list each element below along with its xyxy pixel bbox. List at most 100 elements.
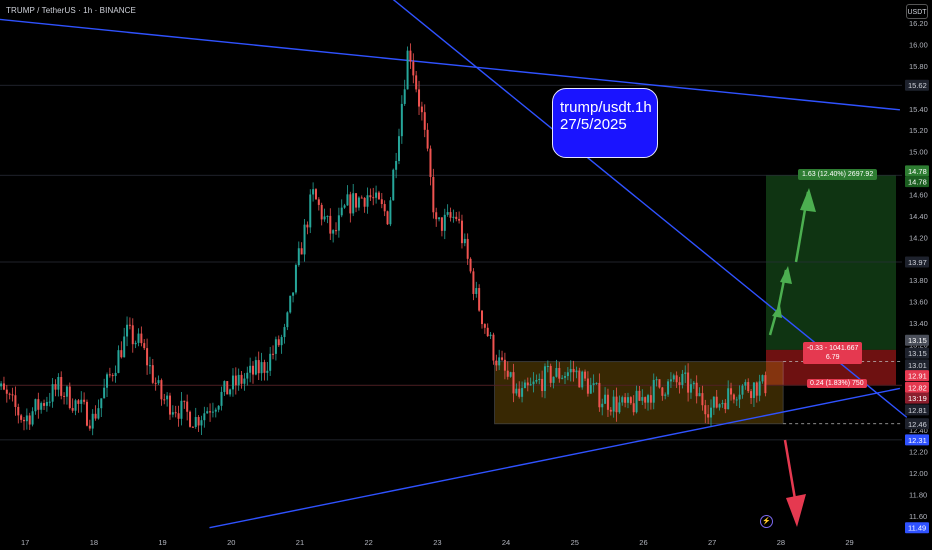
y-tick-label: 14.20: [909, 233, 928, 242]
candle-body: [335, 230, 338, 232]
candle-body: [386, 211, 389, 225]
candle-body: [478, 288, 481, 311]
candle-body: [506, 370, 509, 377]
price-label: 13.01: [908, 361, 927, 370]
candle-body: [755, 382, 758, 396]
price-label-bg: [905, 404, 929, 416]
candle-body: [37, 399, 40, 410]
candle-body: [114, 372, 117, 377]
candle-body: [672, 375, 675, 380]
candle-body: [518, 388, 521, 397]
candle-body: [329, 215, 332, 234]
candle-body: [194, 417, 197, 427]
candle-body: [458, 218, 461, 221]
candle-body: [317, 199, 320, 205]
candle-body: [641, 397, 644, 401]
candle-body: [160, 380, 163, 400]
candle-body: [20, 415, 23, 420]
annotation-callout[interactable]: trump/usdt.1h 27/5/2025: [552, 88, 658, 158]
lightning-icon[interactable]: ⚡: [760, 515, 773, 528]
candle-body: [63, 395, 66, 397]
candle-body: [632, 403, 635, 413]
y-tick-label: 15.40: [909, 105, 928, 114]
candle-body: [226, 381, 229, 395]
candle-body: [23, 419, 25, 422]
candle-body: [48, 401, 51, 403]
candle-body: [346, 194, 349, 206]
trendline-3: [209, 387, 901, 529]
candle-body: [455, 216, 458, 219]
currency-button[interactable]: USDT: [906, 4, 928, 19]
candle-body: [730, 388, 733, 395]
price-label-bg: [905, 381, 929, 393]
candle-body: [252, 365, 254, 375]
candle-body: [606, 394, 609, 410]
candle-body: [523, 382, 526, 389]
y-tick-label: 13.60: [909, 298, 928, 307]
candle-body: [177, 413, 180, 419]
candle-body: [186, 401, 189, 412]
target-zone: [766, 175, 896, 350]
candle-body: [229, 389, 232, 395]
candle-body: [343, 205, 346, 208]
price-axis: 11.6011.8012.0012.2012.4012.6012.8013.00…: [905, 19, 929, 534]
down-arrow-shaft: [783, 439, 798, 506]
candle-body: [687, 372, 690, 393]
candle-body: [51, 384, 54, 402]
candle-body: [91, 413, 94, 429]
candle-body: [297, 248, 300, 266]
price-label-bg: [905, 256, 929, 268]
candle-body: [200, 420, 203, 426]
y-tick-label: 16.00: [909, 41, 928, 50]
candle-body: [397, 136, 400, 162]
price-label-bg: [905, 434, 929, 446]
y-tick-label: 12.40: [909, 426, 928, 435]
candle-body: [761, 375, 764, 382]
candle-body: [323, 216, 326, 220]
candle-body: [501, 357, 504, 360]
candle-body: [100, 398, 103, 409]
candle-body: [589, 385, 592, 394]
candle-body: [712, 396, 715, 408]
candle-body: [581, 371, 584, 388]
x-tick-label: 21: [296, 538, 304, 547]
candle-body: [168, 395, 171, 415]
candle-body: [54, 384, 57, 390]
price-label: 13.15: [908, 336, 927, 345]
candle-body: [117, 350, 120, 373]
candle-body: [649, 395, 652, 403]
price-label: 13.97: [908, 258, 927, 267]
candle-body: [572, 368, 575, 373]
candle-body: [744, 382, 747, 386]
candle-body: [747, 382, 750, 392]
price-label: 12.91: [908, 372, 927, 381]
candle-body: [532, 381, 535, 385]
candle-body: [249, 365, 252, 373]
candle-body: [635, 390, 638, 413]
candle-body: [243, 378, 246, 384]
candle-body: [509, 372, 512, 377]
candle-body: [340, 207, 343, 216]
candle-body: [377, 192, 380, 200]
candle-body: [140, 333, 143, 344]
candle-body: [423, 112, 426, 130]
candle-body: [529, 384, 532, 386]
candle-body: [395, 161, 398, 170]
y-tick-label: 15.80: [909, 62, 928, 71]
candle-body: [337, 215, 340, 231]
candle-body: [440, 217, 443, 231]
candle-body: [738, 394, 741, 400]
candle-body: [472, 271, 475, 294]
candle-body: [189, 411, 192, 427]
candle-body: [211, 411, 214, 413]
symbol-title[interactable]: TRUMP / TetherUS · 1h · BINANCE: [6, 6, 136, 15]
candle-body: [647, 395, 650, 403]
y-tick-label: 13.80: [909, 276, 928, 285]
price-label: 12.82: [908, 383, 927, 392]
candle-body: [2, 383, 5, 390]
candle-body: [300, 248, 303, 255]
candle-body: [595, 382, 598, 384]
candle-body: [154, 382, 157, 384]
candle-body: [312, 189, 315, 195]
